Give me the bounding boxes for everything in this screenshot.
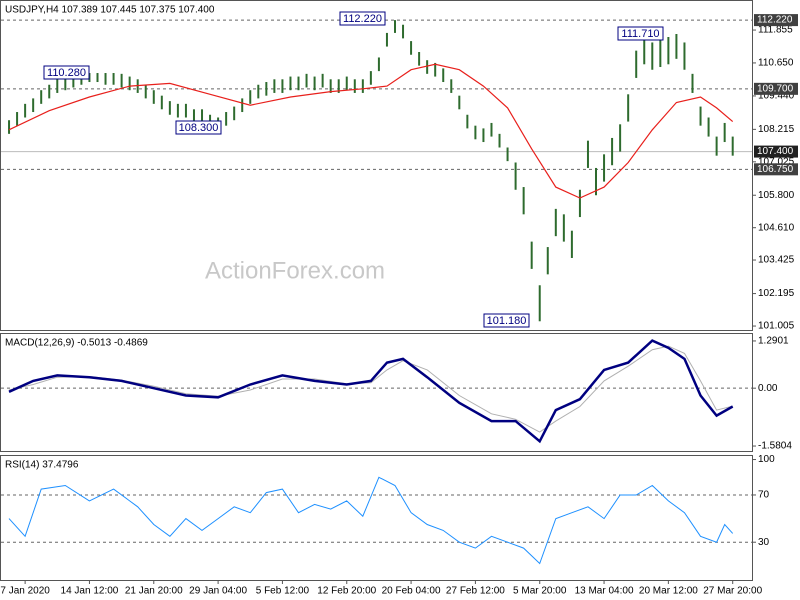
annotation: 110.280 <box>47 67 86 79</box>
moving-average <box>8 63 734 199</box>
level-label: 109.700 <box>757 83 794 94</box>
x-tick-label: 21 Jan 20:00 <box>125 586 183 597</box>
watermark: ActionForex.com <box>205 257 385 284</box>
current-price-label: 107.400 <box>757 146 794 157</box>
level-label-box <box>754 14 798 27</box>
y-tick-label: 102.195 <box>758 288 795 299</box>
rsi-line <box>8 476 734 565</box>
y-tick-label: 30 <box>758 537 770 548</box>
y-tick-label: 101.005 <box>758 321 795 332</box>
x-tick-label: 5 Feb 12:00 <box>256 586 310 597</box>
x-tick-label: 14 Jan 12:00 <box>61 586 119 597</box>
y-tick-label: 70 <box>758 490 770 501</box>
y-tick-label: -1.5804 <box>758 441 792 452</box>
x-tick-label: 13 Mar 04:00 <box>575 586 634 597</box>
y-tick-label: 110.650 <box>758 58 794 69</box>
annotation: 108.300 <box>179 122 219 134</box>
x-tick-label: 20 Mar 12:00 <box>639 586 698 597</box>
y-tick-label: 108.215 <box>758 124 795 135</box>
annotation-box <box>483 313 530 328</box>
x-tick-label: 27 Mar 20:00 <box>703 586 762 597</box>
panel-title: RSI(14) 37.4796 <box>5 460 79 471</box>
x-tick-label: 7 Jan 2020 <box>0 586 50 597</box>
annotation-box <box>339 11 386 26</box>
x-tick-label: 5 Mar 20:00 <box>513 586 567 597</box>
y-tick-label: 105.800 <box>758 190 795 201</box>
y-tick-label: 100 <box>758 454 775 465</box>
panel-title: USDJPY,H4 107.389 107.445 107.375 107.40… <box>5 5 215 16</box>
current-price-box <box>754 145 798 158</box>
macd-line <box>8 339 734 444</box>
y-tick-label: 111.855 <box>758 25 793 36</box>
annotation: 101.180 <box>487 315 527 327</box>
annotation-box <box>43 65 90 80</box>
annotation-box <box>175 120 222 135</box>
signal-line <box>8 345 733 433</box>
price-panel <box>0 0 753 331</box>
y-tick-label: 107.025 <box>758 156 795 167</box>
y-tick-label: 103.425 <box>758 255 795 266</box>
rsi-panel <box>0 455 753 581</box>
level-label-box <box>754 163 798 176</box>
annotation: 111.710 <box>621 28 659 40</box>
y-tick-label: 1.2901 <box>758 336 789 347</box>
y-tick-label: 109.440 <box>758 91 795 102</box>
x-tick-label: 29 Jan 04:00 <box>189 586 247 597</box>
macd-panel <box>0 333 753 452</box>
annotation: 112.220 <box>343 13 382 25</box>
level-label: 112.220 <box>757 15 793 26</box>
level-label: 106.750 <box>757 164 794 175</box>
x-tick-label: 12 Feb 20:00 <box>317 586 376 597</box>
x-tick-label: 27 Feb 12:00 <box>446 586 505 597</box>
level-label-box <box>754 82 798 95</box>
y-tick-label: 104.610 <box>758 222 795 233</box>
x-tick-label: 20 Feb 04:00 <box>382 586 441 597</box>
annotation-box <box>617 26 664 41</box>
panel-title: MACD(12,26,9) -0.5013 -0.4869 <box>5 338 148 349</box>
y-tick-label: 0.00 <box>758 383 778 394</box>
